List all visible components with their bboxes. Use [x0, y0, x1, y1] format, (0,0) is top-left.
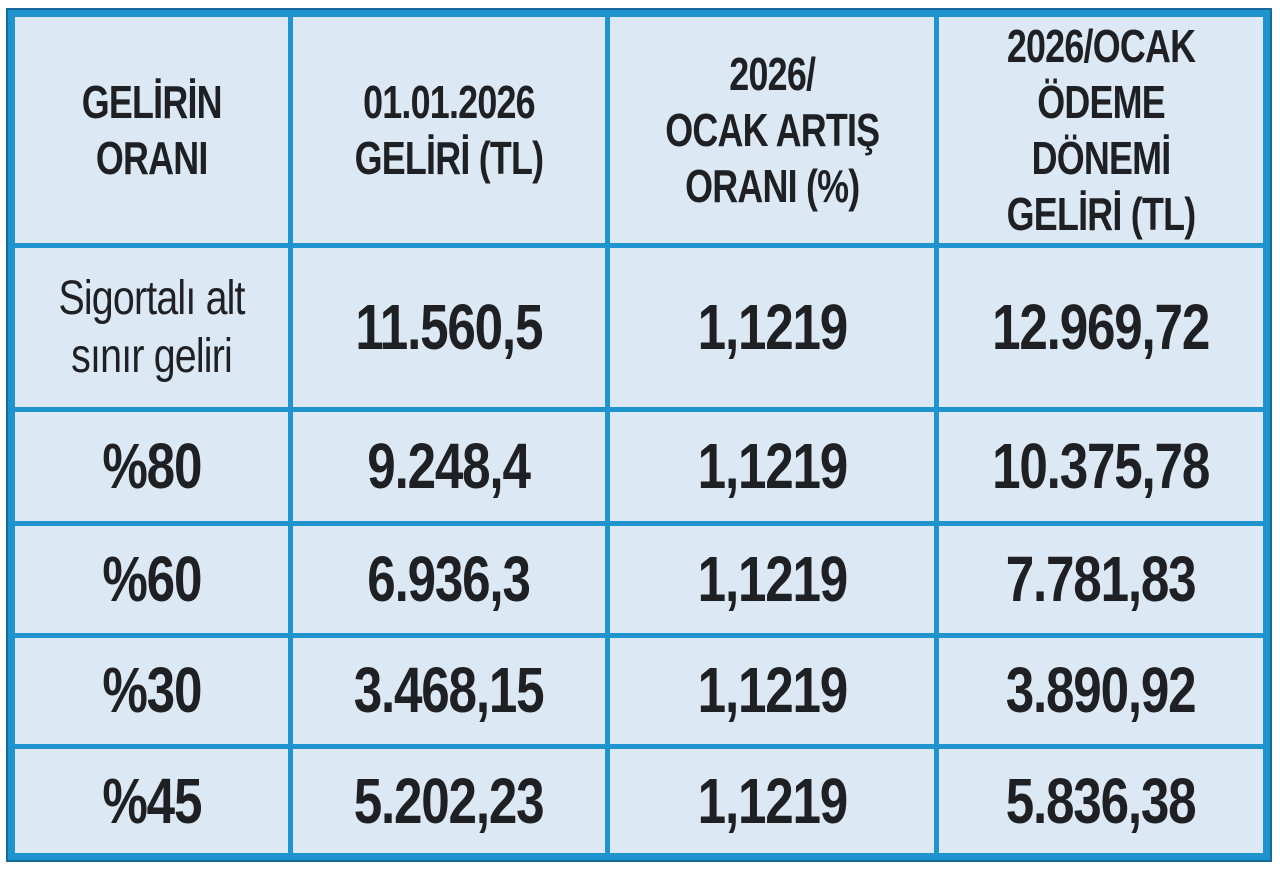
header-odeme-donemi-geliri-label: 2026/OCAK ÖDEME DÖNEMİ GELİRİ (TL) [1006, 19, 1197, 241]
table-row-60: %60 6.936,3 1,1219 7.781,83 [9, 521, 1270, 638]
value-cell-geliri: 6.936,3 [287, 521, 611, 638]
row-label: %30 [101, 654, 202, 727]
value-cell-artis-orani: 1,1219 [605, 632, 939, 750]
header-2026-geliri-label: 01.01.2026 GELİRİ (TL) [354, 75, 544, 184]
value-odeme-geliri: 7.781,83 [1006, 542, 1197, 615]
value-cell-odeme-geliri: 10.375,78 [933, 407, 1270, 526]
value-geliri: 6.936,3 [367, 542, 532, 615]
header-row: GELİRİN ORANI 01.01.2026 GELİRİ (TL) 202… [9, 11, 1270, 248]
value-artis-orani: 1,1219 [697, 542, 848, 615]
value-artis-orani: 1,1219 [697, 290, 848, 363]
value-geliri: 11.560,5 [355, 290, 543, 363]
row-label: %60 [101, 542, 202, 615]
value-cell-geliri: 9.248,4 [287, 407, 611, 526]
table-row-80: %80 9.248,4 1,1219 10.375,78 [9, 407, 1270, 526]
header-gelirin-orani-label: GELİRİN ORANI [81, 75, 222, 184]
income-increase-table: GELİRİN ORANI 01.01.2026 GELİRİ (TL) 202… [6, 8, 1272, 862]
header-ocak-artis-orani: 2026/ OCAK ARTIŞ ORANI (%) [605, 11, 939, 248]
value-artis-orani: 1,1219 [697, 764, 848, 837]
value-cell-geliri: 11.560,5 [287, 242, 611, 413]
row-label-cell: %45 [9, 744, 293, 859]
value-cell-artis-orani: 1,1219 [605, 407, 939, 526]
header-ocak-artis-orani-label: 2026/ OCAK ARTIŞ ORANI (%) [664, 47, 880, 212]
value-cell-artis-orani: 1,1219 [605, 521, 939, 638]
value-cell-geliri: 5.202,23 [287, 744, 611, 859]
header-odeme-donemi-geliri: 2026/OCAK ÖDEME DÖNEMİ GELİRİ (TL) [933, 11, 1270, 248]
header-2026-geliri: 01.01.2026 GELİRİ (TL) [287, 11, 611, 248]
value-odeme-geliri: 12.969,72 [992, 290, 1210, 363]
value-cell-odeme-geliri: 3.890,92 [933, 632, 1270, 750]
value-cell-odeme-geliri: 12.969,72 [933, 242, 1270, 413]
header-gelirin-orani: GELİRİN ORANI [9, 11, 293, 248]
value-artis-orani: 1,1219 [697, 654, 848, 727]
value-cell-artis-orani: 1,1219 [605, 242, 939, 413]
table-row-30: %30 3.468,15 1,1219 3.890,92 [9, 632, 1270, 750]
row-label: %80 [101, 430, 202, 502]
row-label: Sigortalı alt sınır geliri [58, 271, 245, 383]
row-label-cell: Sigortalı alt sınır geliri [9, 242, 293, 413]
value-artis-orani: 1,1219 [697, 430, 848, 502]
value-geliri: 5.202,23 [354, 764, 545, 837]
row-label-cell: %80 [9, 407, 293, 526]
value-odeme-geliri: 3.890,92 [1006, 654, 1197, 727]
row-label-cell: %30 [9, 632, 293, 750]
value-cell-geliri: 3.468,15 [287, 632, 611, 750]
value-geliri: 9.248,4 [367, 430, 532, 502]
income-increase-table-wrapper: GELİRİN ORANI 01.01.2026 GELİRİ (TL) 202… [6, 8, 1272, 862]
value-cell-artis-orani: 1,1219 [605, 744, 939, 859]
value-cell-odeme-geliri: 7.781,83 [933, 521, 1270, 638]
value-cell-odeme-geliri: 5.836,38 [933, 744, 1270, 859]
table-row-sigortali-alt-sinir: Sigortalı alt sınır geliri 11.560,5 1,12… [9, 242, 1270, 413]
value-odeme-geliri: 5.836,38 [1006, 764, 1197, 837]
row-label-cell: %60 [9, 521, 293, 638]
table-row-45: %45 5.202,23 1,1219 5.836,38 [9, 744, 1270, 859]
value-odeme-geliri: 10.375,78 [992, 430, 1210, 502]
value-geliri: 3.468,15 [354, 654, 545, 727]
row-label: %45 [101, 764, 202, 837]
